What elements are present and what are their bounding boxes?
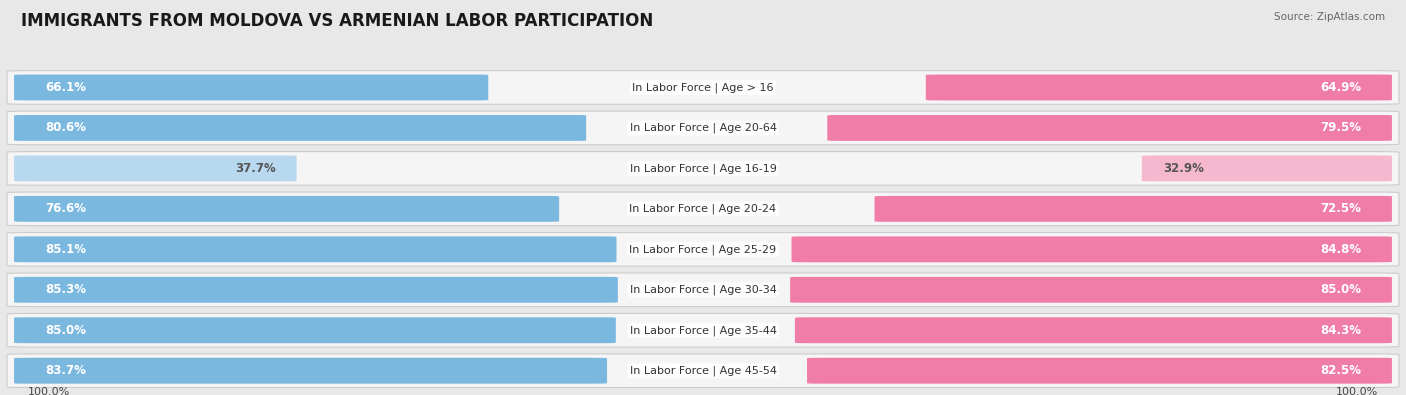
FancyBboxPatch shape: [14, 317, 616, 343]
Text: In Labor Force | Age 25-29: In Labor Force | Age 25-29: [630, 244, 776, 255]
FancyBboxPatch shape: [7, 273, 1399, 307]
FancyBboxPatch shape: [7, 314, 1399, 347]
Text: 80.6%: 80.6%: [45, 121, 86, 134]
Text: 85.1%: 85.1%: [45, 243, 86, 256]
Text: 83.7%: 83.7%: [45, 364, 86, 377]
FancyBboxPatch shape: [14, 156, 297, 181]
FancyBboxPatch shape: [14, 196, 560, 222]
FancyBboxPatch shape: [7, 71, 1399, 104]
FancyBboxPatch shape: [790, 277, 1392, 303]
Text: In Labor Force | Age 20-24: In Labor Force | Age 20-24: [630, 203, 776, 214]
Text: 72.5%: 72.5%: [1320, 202, 1361, 215]
FancyBboxPatch shape: [7, 192, 1399, 226]
Text: In Labor Force | Age 20-64: In Labor Force | Age 20-64: [630, 123, 776, 133]
FancyBboxPatch shape: [14, 236, 616, 262]
FancyBboxPatch shape: [807, 358, 1392, 384]
Text: 85.0%: 85.0%: [1320, 283, 1361, 296]
FancyBboxPatch shape: [794, 317, 1392, 343]
FancyBboxPatch shape: [875, 196, 1392, 222]
Text: 37.7%: 37.7%: [235, 162, 276, 175]
Text: 100.0%: 100.0%: [1336, 387, 1378, 395]
FancyBboxPatch shape: [14, 75, 488, 100]
Text: 66.1%: 66.1%: [45, 81, 86, 94]
Text: 85.0%: 85.0%: [45, 324, 86, 337]
Text: In Labor Force | Age 45-54: In Labor Force | Age 45-54: [630, 365, 776, 376]
Text: In Labor Force | Age 35-44: In Labor Force | Age 35-44: [630, 325, 776, 335]
FancyBboxPatch shape: [925, 75, 1392, 100]
Text: 100.0%: 100.0%: [28, 387, 70, 395]
FancyBboxPatch shape: [14, 277, 617, 303]
Text: 84.8%: 84.8%: [1320, 243, 1361, 256]
FancyBboxPatch shape: [7, 111, 1399, 145]
Text: 85.3%: 85.3%: [45, 283, 86, 296]
Text: 76.6%: 76.6%: [45, 202, 86, 215]
Text: IMMIGRANTS FROM MOLDOVA VS ARMENIAN LABOR PARTICIPATION: IMMIGRANTS FROM MOLDOVA VS ARMENIAN LABO…: [21, 12, 654, 30]
FancyBboxPatch shape: [7, 354, 1399, 387]
FancyBboxPatch shape: [7, 152, 1399, 185]
FancyBboxPatch shape: [7, 233, 1399, 266]
Text: 82.5%: 82.5%: [1320, 364, 1361, 377]
FancyBboxPatch shape: [14, 358, 607, 384]
Text: 32.9%: 32.9%: [1163, 162, 1204, 175]
Text: In Labor Force | Age 30-34: In Labor Force | Age 30-34: [630, 284, 776, 295]
Text: 79.5%: 79.5%: [1320, 121, 1361, 134]
FancyBboxPatch shape: [792, 236, 1392, 262]
FancyBboxPatch shape: [1142, 156, 1392, 181]
Text: In Labor Force | Age 16-19: In Labor Force | Age 16-19: [630, 163, 776, 174]
Text: In Labor Force | Age > 16: In Labor Force | Age > 16: [633, 82, 773, 93]
Text: 84.3%: 84.3%: [1320, 324, 1361, 337]
Text: 64.9%: 64.9%: [1320, 81, 1361, 94]
Text: Source: ZipAtlas.com: Source: ZipAtlas.com: [1274, 12, 1385, 22]
FancyBboxPatch shape: [827, 115, 1392, 141]
FancyBboxPatch shape: [14, 115, 586, 141]
